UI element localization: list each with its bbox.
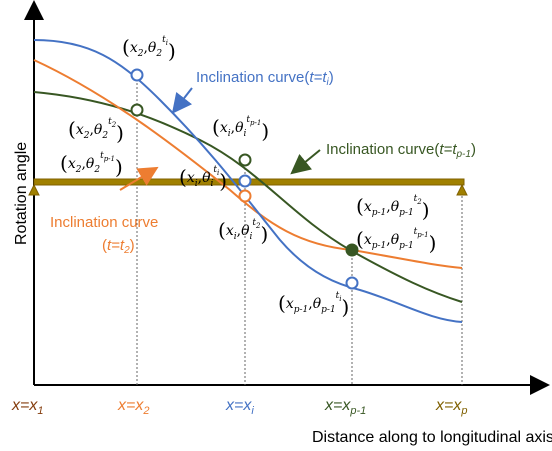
green-curve-label: Inclination curve(t=tp-1)	[326, 141, 476, 160]
orange-label-arrow	[119, 166, 159, 191]
blue-label-arrow	[171, 87, 193, 114]
point-label: (xp-1,θp-1t2)	[356, 194, 430, 222]
point-label: (xi,θiti)	[179, 165, 227, 193]
point-label: (xp-1,θp-1ti)	[278, 291, 349, 319]
x-axis-label: x=x1	[11, 397, 43, 417]
point-label: (x2,θ2t2)	[68, 117, 124, 145]
point-x2-blue	[130, 68, 144, 82]
x-axis-label: x=xi	[225, 397, 254, 417]
point-x2-green	[130, 103, 144, 117]
y-axis-title: Rotation angle	[13, 142, 30, 245]
orange-curve-label-line1: Inclination curve	[50, 214, 158, 231]
point-label: (x2,θ2ti)	[122, 35, 176, 63]
orange-curve-label-line2: (t=t2)	[102, 237, 135, 256]
support-left	[28, 183, 40, 196]
point-xi-green	[238, 153, 252, 167]
point-xp1-orange	[345, 243, 359, 257]
x-axis-labels: x=x1 x=x2 x=xi x=xp-1 x=xp	[11, 397, 467, 417]
curve-orange	[33, 59, 463, 269]
x-axis-label: x=x2	[117, 397, 149, 417]
point-label: (x2,θ2tp-1)	[60, 151, 123, 179]
point-labels: (x2,θ2ti) (x2,θ2t2) (x2,θ2tp-1) (xi,θitp-1)…	[60, 35, 436, 319]
x-axis-label: x=xp-1	[324, 397, 366, 417]
point-label: (xp-1,θp-1tp-1)	[356, 227, 436, 255]
x-axis-label: x=xp	[435, 397, 467, 417]
point-xp1-blue	[345, 276, 359, 290]
blue-curve-label: Inclination curve(t=ti)	[196, 69, 334, 88]
support-right	[456, 183, 468, 196]
green-label-arrow	[290, 149, 321, 175]
curve-blue	[33, 39, 463, 323]
point-label: (xi,θitp-1)	[212, 115, 269, 143]
point-xi-blue	[238, 174, 252, 188]
point-xi-orange	[238, 189, 252, 203]
point-label: (xi,θit2)	[218, 218, 268, 246]
x-axis-title: Distance along to longitudinal axis	[312, 429, 552, 446]
